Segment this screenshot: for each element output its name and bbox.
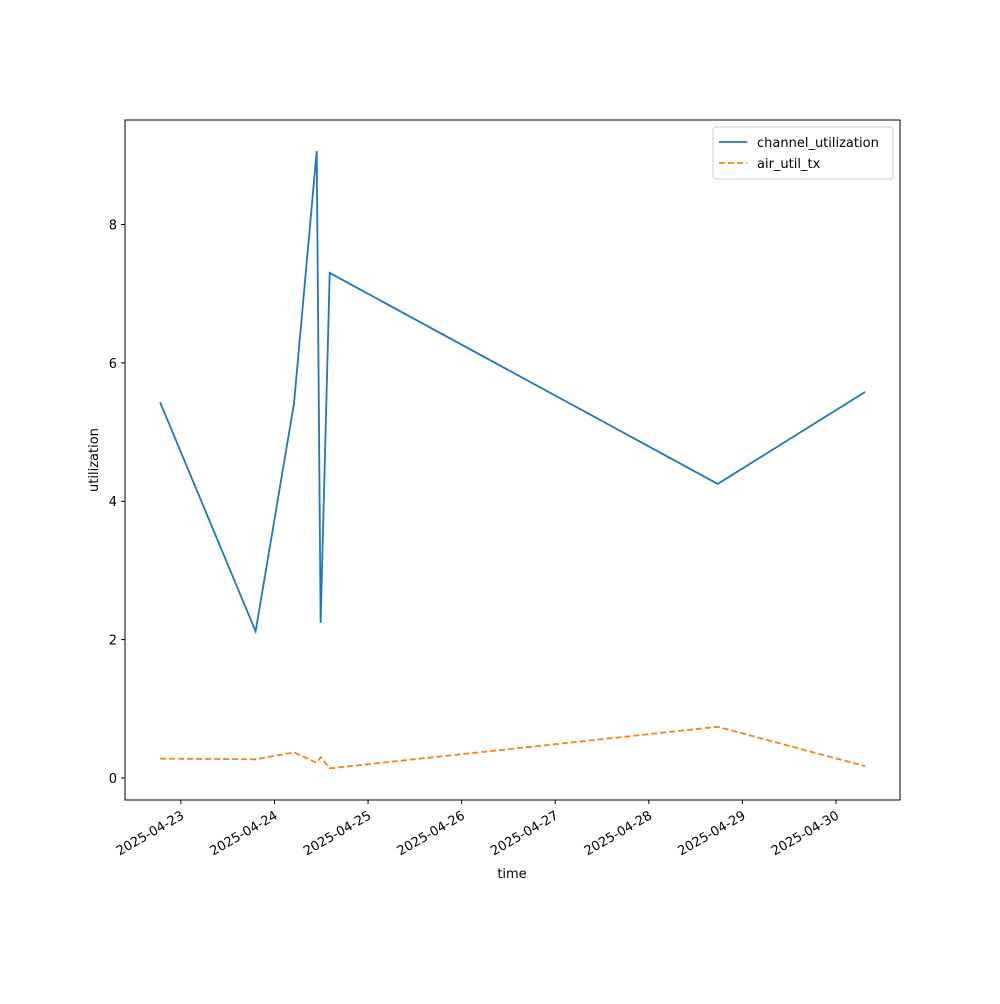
y-tick-label: 2 (109, 634, 117, 649)
y-axis-label: utilization (87, 428, 102, 492)
x-tick-label: 2025-04-26 (395, 808, 468, 859)
x-tick-label: 2025-04-30 (769, 808, 842, 859)
plot-frame (124, 119, 901, 801)
y-tick-label: 0 (109, 772, 117, 787)
y-tick-label: 6 (109, 357, 117, 372)
x-tick-label: 2025-04-27 (488, 808, 561, 859)
legend-box (712, 126, 894, 180)
y-tick-label: 4 (109, 495, 117, 510)
x-tick-label: 2025-04-29 (675, 808, 748, 859)
x-tick-label: 2025-04-24 (208, 808, 281, 859)
x-tick-label: 2025-04-23 (114, 808, 187, 859)
x-tick-label: 2025-04-25 (301, 808, 374, 859)
y-tick-label: 8 (109, 218, 117, 233)
series-line (160, 725, 866, 770)
legend-label: channel_utilization (757, 136, 879, 151)
legend-label: air_util_tx (757, 157, 821, 172)
x-tick-label: 2025-04-28 (582, 808, 655, 859)
series-line (159, 151, 866, 635)
x-axis-label: time (497, 867, 526, 882)
